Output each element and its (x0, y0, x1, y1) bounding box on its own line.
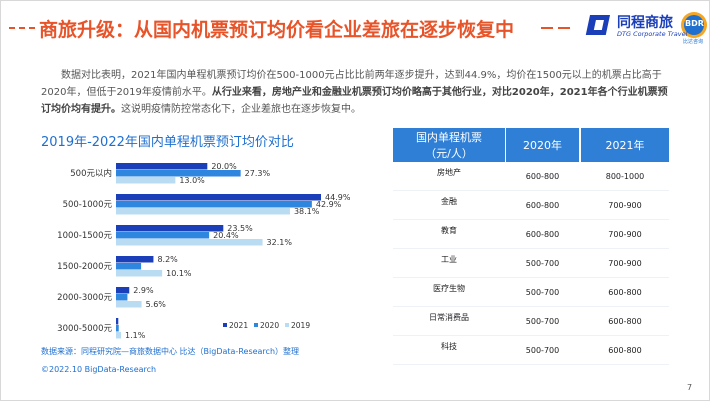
row-label: 科技 (441, 342, 457, 351)
row-label: 日常消费品 (429, 313, 469, 322)
bar (116, 332, 122, 339)
bar (116, 163, 208, 170)
table-cell: 700-900 (608, 201, 642, 210)
y-tick-label: 3000-5000元 (57, 324, 112, 334)
bar (116, 301, 142, 308)
legend-label: 2019 (291, 321, 310, 330)
row-label: 金融 (441, 197, 457, 206)
paragraph-segment: 从行业来看，房地产业和金融业机票预订均价略高于其他行业，对比2020年，2021… (41, 87, 668, 115)
table-cell: 500-700 (525, 288, 560, 297)
data-label: 10.1% (166, 269, 192, 278)
legend-swatch (285, 323, 289, 327)
row-separator (393, 190, 669, 191)
bar (116, 170, 241, 177)
table-header: 2021年 (581, 128, 669, 162)
row-label: 医疗生物 (433, 284, 465, 293)
y-tick-label: 1000-1500元 (57, 231, 112, 241)
bar (116, 270, 163, 277)
data-label: 23.5% (227, 224, 253, 233)
paragraph: 数据对比表明，2021年国内单程机票预订均价在500-1000元占比比前两年逐步… (41, 67, 671, 118)
data-label: 32.1% (267, 238, 293, 247)
page-number: 7 (687, 383, 693, 392)
page-title: 商旅升级：从国内机票预订均价看企业差旅在逐步恢复中 (39, 19, 515, 41)
row-separator (393, 306, 669, 307)
row-separator (393, 248, 669, 249)
bar (116, 177, 176, 184)
table-cell: 500-700 (525, 317, 560, 326)
badge-sub: 比达咨询 (683, 39, 704, 45)
legend-label: 2020 (260, 321, 279, 330)
data-label: 38.1% (294, 207, 320, 216)
logo: 同程商旅 (617, 15, 673, 31)
table-header: 国内单程机票（元/人） (393, 128, 505, 162)
bar (116, 239, 263, 246)
data-label: 20.0% (211, 162, 237, 171)
chart-title: 2019年-2022年国内单程机票预订均价对比 (41, 135, 294, 150)
source: 数据来源：同程研究院—商旅数据中心 比达（BigData-Research）整理 (41, 347, 300, 356)
data-label: 8.2% (157, 255, 178, 264)
data-label: 5.6% (146, 300, 167, 309)
table-cell: 500-700 (525, 346, 560, 355)
bar (116, 194, 321, 201)
copyright: ©2022.10 BigData-Research (41, 365, 157, 374)
table-cell: 600-800 (525, 201, 560, 210)
row-separator (393, 335, 669, 336)
bar (116, 208, 290, 215)
logo-icon (585, 12, 707, 38)
table-cell: 500-700 (525, 259, 560, 268)
data-label: 13.0% (179, 176, 205, 185)
logo-sub: DTG Corporate Travel (617, 30, 688, 38)
legend-label: 2021 (229, 321, 248, 330)
table-cell: 800-1000 (605, 172, 645, 181)
bar (116, 201, 312, 208)
row-separator (393, 364, 669, 365)
legend-swatch (254, 323, 258, 327)
table-cell: 700-900 (608, 259, 642, 268)
y-tick-label: 500-1000元 (63, 200, 113, 210)
row-separator (393, 277, 669, 278)
bar (116, 294, 128, 301)
bar (116, 325, 119, 332)
legend-swatch (223, 323, 227, 327)
y-tick-label: 500元以内 (70, 168, 112, 179)
table-cell: 600-800 (525, 172, 560, 181)
table-cell: 700-900 (608, 230, 642, 239)
row-label: 教育 (441, 226, 457, 235)
paragraph-segment: 这说明疫情防控常态化下，企业差旅也在逐步恢复中。 (121, 104, 361, 115)
table-cell: 600-800 (608, 317, 642, 326)
data-label: 42.9% (316, 200, 342, 209)
bar (116, 263, 142, 270)
badge: BDR (685, 19, 704, 28)
row-label: 房地产 (437, 168, 461, 177)
y-tick-label: 2000-3000元 (57, 293, 112, 303)
table-header: 2020年 (506, 128, 579, 162)
table-cell: 600-800 (608, 288, 642, 297)
table-cell: 600-800 (525, 230, 560, 239)
bar (116, 256, 154, 263)
row-label: 工业 (441, 255, 457, 264)
row-separator (393, 219, 669, 220)
bar (116, 318, 119, 325)
data-label: 20.4% (213, 231, 239, 240)
data-label: 27.3% (245, 169, 271, 178)
bar (116, 287, 130, 294)
data-label: 1.1% (125, 331, 146, 340)
bar (116, 232, 210, 239)
y-tick-label: 1500-2000元 (57, 262, 112, 272)
table-cell: 600-800 (608, 346, 642, 355)
paragraph-segment: 数据对比表明，2021年国内单程机票预订均价在500-1000元占比比前两年逐步… (41, 70, 662, 98)
data-label: 2.9% (133, 286, 154, 295)
bar (116, 225, 224, 232)
data-label: 44.9% (325, 193, 351, 202)
